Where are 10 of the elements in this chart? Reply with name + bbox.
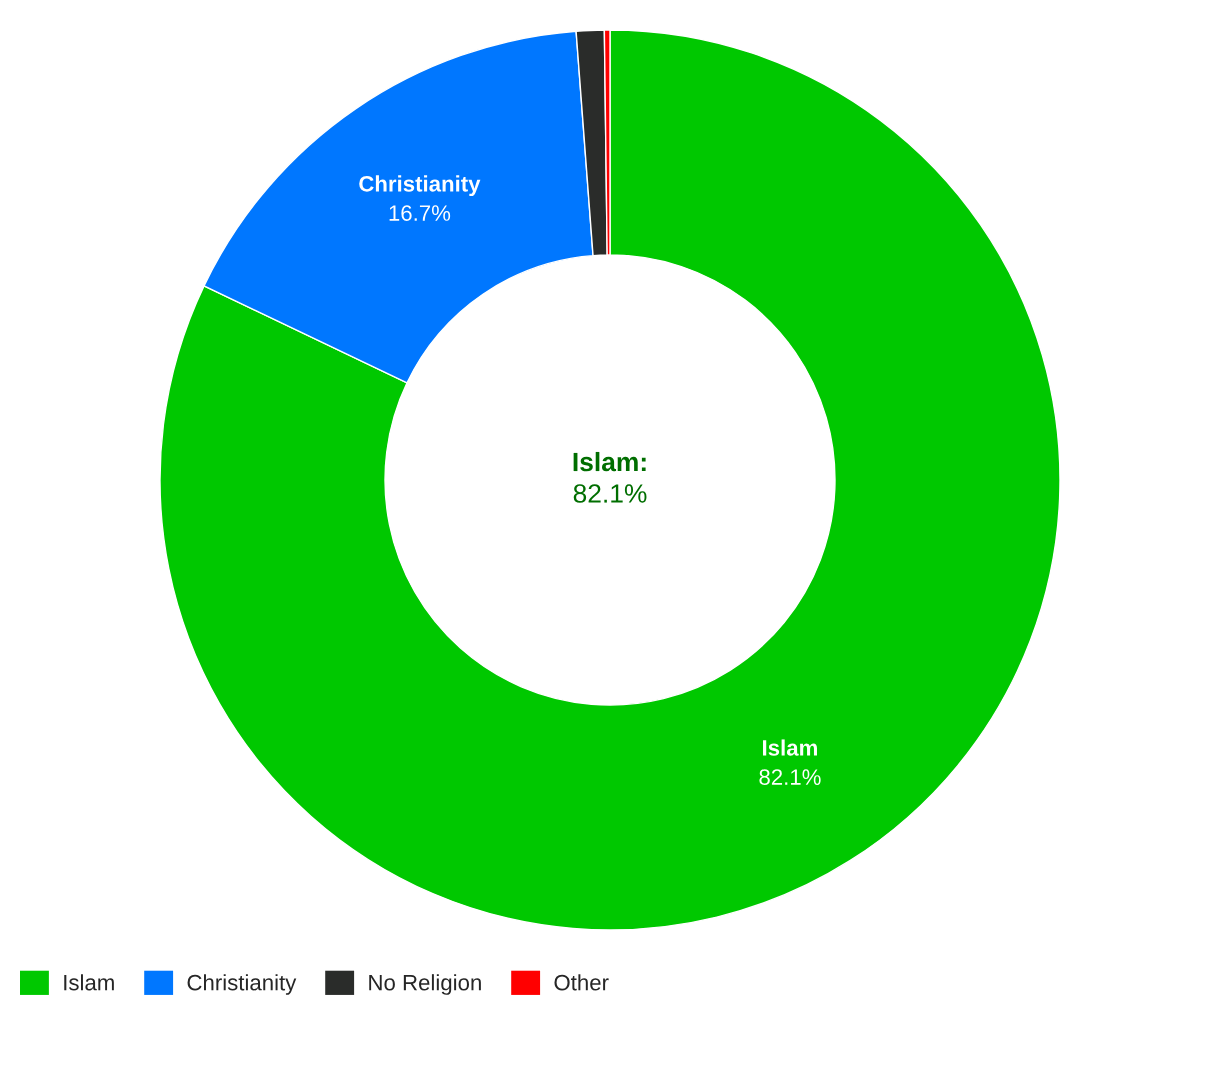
data-label: 16.7% bbox=[389, 205, 451, 221]
legend-label: Islam bbox=[64, 974, 114, 991]
legend-label: No Religion bbox=[369, 974, 481, 995]
legend-label: Christianity bbox=[187, 974, 297, 995]
slice-label: Christianity bbox=[359, 175, 481, 197]
slice-label: Islam bbox=[763, 739, 817, 756]
donut-slice bbox=[159, 29, 1061, 931]
text: Islam: 82.1% bbox=[573, 451, 647, 503]
legend-label: Other bbox=[554, 974, 609, 991]
data-label: 82.1% bbox=[759, 769, 821, 785]
